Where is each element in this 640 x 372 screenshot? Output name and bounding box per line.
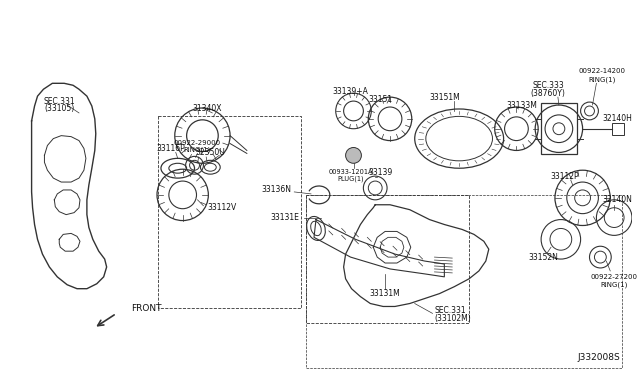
Text: RING(1): RING(1) (589, 76, 616, 83)
Text: 33131M: 33131M (370, 289, 401, 298)
Text: 33131E: 33131E (270, 213, 299, 222)
Bar (541, 103, 577, 154)
Text: 32140N: 32140N (602, 195, 632, 204)
Text: 00922-14200: 00922-14200 (579, 68, 626, 74)
Text: 33151M: 33151M (429, 93, 460, 102)
Text: 00922-27200: 00922-27200 (591, 274, 637, 280)
Text: 33151: 33151 (368, 94, 392, 104)
Text: SEC.331: SEC.331 (435, 306, 466, 315)
Text: 33139+A: 33139+A (333, 87, 369, 96)
Text: 31340X: 31340X (193, 105, 222, 113)
Text: 33116P: 33116P (156, 144, 185, 153)
Text: 33152N: 33152N (528, 253, 558, 262)
Text: RING(1): RING(1) (184, 146, 211, 153)
Text: 33112P: 33112P (550, 171, 579, 181)
Text: 32140H: 32140H (602, 114, 632, 124)
Text: SEC.331: SEC.331 (44, 97, 75, 106)
Text: 32350U: 32350U (195, 148, 225, 157)
Bar (306, 195, 622, 368)
Text: 00922-29000: 00922-29000 (174, 140, 221, 145)
Text: FRONT: FRONT (131, 304, 162, 313)
Text: 33136N: 33136N (261, 186, 291, 195)
Text: 33112V: 33112V (207, 203, 237, 212)
Text: 33139: 33139 (368, 168, 392, 177)
Text: PLUG(1): PLUG(1) (337, 176, 364, 182)
Bar (306, 195, 469, 323)
Text: 00933-1201A: 00933-1201A (328, 169, 372, 175)
Text: (33102M): (33102M) (435, 314, 471, 323)
Text: (38760Y): (38760Y) (531, 89, 566, 98)
Text: J332008S: J332008S (577, 353, 620, 362)
Text: RING(1): RING(1) (600, 282, 628, 288)
Circle shape (346, 147, 362, 163)
Text: SEC.333: SEC.333 (532, 81, 564, 90)
Bar (158, 116, 301, 308)
Bar (612, 123, 624, 135)
Text: (33105): (33105) (44, 105, 74, 113)
Text: 33133M: 33133M (506, 100, 537, 109)
